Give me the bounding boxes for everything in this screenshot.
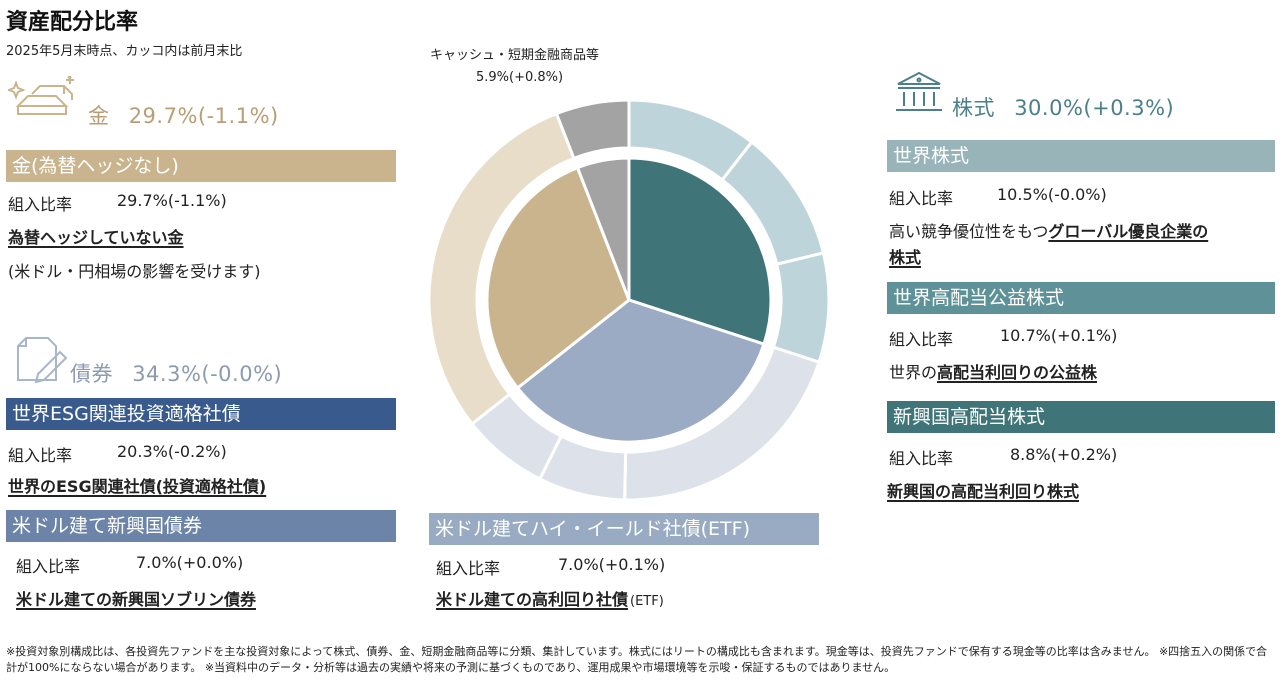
bond-fund-1-desc-main: 世界のESG関連社債(投資適格社債): [8, 477, 267, 496]
stock-fund-2-desc: 世界の高配当利回りの公益株: [889, 359, 1097, 383]
stock-heading: 株式 30.0%(+0.3%): [952, 92, 1174, 122]
page-title: 資産配分比率: [6, 10, 139, 35]
stock-name: 株式: [952, 96, 995, 120]
footnote: ※投資対象別構成比は、各投資先ファンドを主な投資対象によって株式、債券、金、短期…: [6, 645, 1268, 674]
stock-fund-1-desc-main2: 株式: [889, 248, 922, 267]
stock-value: 30.0%(+0.3%): [1014, 96, 1175, 120]
stock-fund-1-desc: 高い競争優位性をもつグローバル優良企業の: [889, 218, 1208, 242]
bond-fund-3-desc-tail: (ETF): [630, 594, 664, 609]
inner-pie-slice-1: [627, 156, 773, 347]
stock-fund-2-ratio-label: 組入比率: [889, 330, 954, 349]
bond-fund-2-bar: 米ドル建て新興国債券: [6, 510, 396, 542]
bond-fund-3-ratio-label: 組入比率: [436, 559, 501, 578]
stock-fund-3-desc: 新興国の高配当利回り株式: [887, 478, 1079, 502]
inner-pie-slice-3: [485, 165, 631, 391]
stock-fund-1-ratio: 10.5%(-0.0%): [997, 185, 1107, 204]
bond-fund-3-desc-main: 米ドル建ての高利回り社債: [436, 590, 629, 609]
bond-fund-3-bar: 米ドル建てハイ・イールド社債(ETF): [429, 513, 819, 545]
bond-value: 34.3%(-0.0%): [132, 362, 283, 386]
stock-fund-1-desc-pre: 高い競争優位性をもつ: [889, 222, 1049, 241]
inner-pie-slice-4: [575, 156, 631, 301]
page-subtitle: 2025年5月末時点、カッコ内は前月末比: [6, 44, 243, 59]
document-pen-icon: [12, 334, 68, 388]
gold-name: 金: [88, 104, 110, 128]
gold-heading: 金 29.7%(-1.1%): [88, 100, 279, 130]
stock-fund-3-ratio: 8.8%(+0.2%): [1010, 445, 1118, 464]
bond-fund-3-desc: 米ドル建ての高利回り社債 (ETF): [436, 586, 664, 610]
bond-fund-2-desc: 米ドル建ての新興国ソブリン債券: [16, 586, 256, 610]
cash-label-value: 5.9%(+0.8%): [476, 70, 564, 85]
bond-fund-1-bar: 世界ESG関連投資適格社債: [6, 398, 396, 430]
bond-name: 債券: [70, 362, 113, 386]
bond-fund-1-ratio: 20.3%(-0.2%): [117, 442, 227, 461]
inner-pie-slice-2: [515, 298, 766, 444]
bond-fund-2-desc-main: 米ドル建ての新興国ソブリン債券: [16, 590, 257, 609]
gold-fund-desc: 為替ヘッジしていない金: [8, 224, 184, 248]
stock-fund-1-bar: 世界株式: [887, 140, 1275, 172]
gold-fund-desc-sub: (米ドル・円相場の影響を受けます): [8, 262, 261, 281]
stock-fund-1-ratio-label: 組入比率: [889, 189, 954, 208]
stock-fund-2-ratio: 10.7%(+0.1%): [1000, 326, 1118, 345]
gold-bars-icon: [8, 76, 80, 126]
bond-fund-2-ratio-label: 組入比率: [16, 557, 81, 576]
stock-fund-2-bar: 世界高配当公益株式: [887, 282, 1275, 314]
gold-value: 29.7%(-1.1%): [128, 104, 279, 128]
bond-fund-1-ratio-label: 組入比率: [8, 446, 73, 465]
bond-fund-3-ratio: 7.0%(+0.1%): [558, 555, 666, 574]
bond-fund-1-desc: 世界のESG関連社債(投資適格社債): [8, 473, 266, 497]
stock-fund-2-desc-main: 高配当利回りの公益株: [937, 363, 1098, 382]
outer-ring-slice-3: [771, 251, 830, 365]
stock-fund-1-desc-main: グローバル優良企業の: [1048, 222, 1209, 241]
outer-ring-slice-8: [554, 98, 631, 161]
bond-heading: 債券 34.3%(-0.0%): [70, 358, 282, 388]
gold-fund-desc-main: 為替ヘッジしていない金: [8, 228, 184, 247]
stock-fund-3-bar: 新興国高配当株式: [887, 401, 1275, 433]
allocation-donut-chart: [430, 98, 830, 502]
gold-fund-ratio-label: 組入比率: [8, 195, 73, 214]
gold-fund-bar: 金(為替ヘッジなし): [6, 150, 396, 182]
gold-fund-ratio: 29.7%(-1.1%): [117, 191, 227, 210]
stock-fund-2-desc-pre: 世界の: [889, 363, 938, 382]
bond-fund-2-ratio: 7.0%(+0.0%): [136, 553, 244, 572]
stock-fund-3-desc-main: 新興国の高配当利回り株式: [887, 482, 1080, 501]
stock-fund-3-ratio-label: 組入比率: [889, 449, 954, 468]
bank-building-icon: [894, 70, 944, 116]
cash-label-name: キャッシュ・短期金融商品等: [430, 48, 600, 63]
stock-fund-1-desc-2: 株式: [889, 244, 921, 268]
